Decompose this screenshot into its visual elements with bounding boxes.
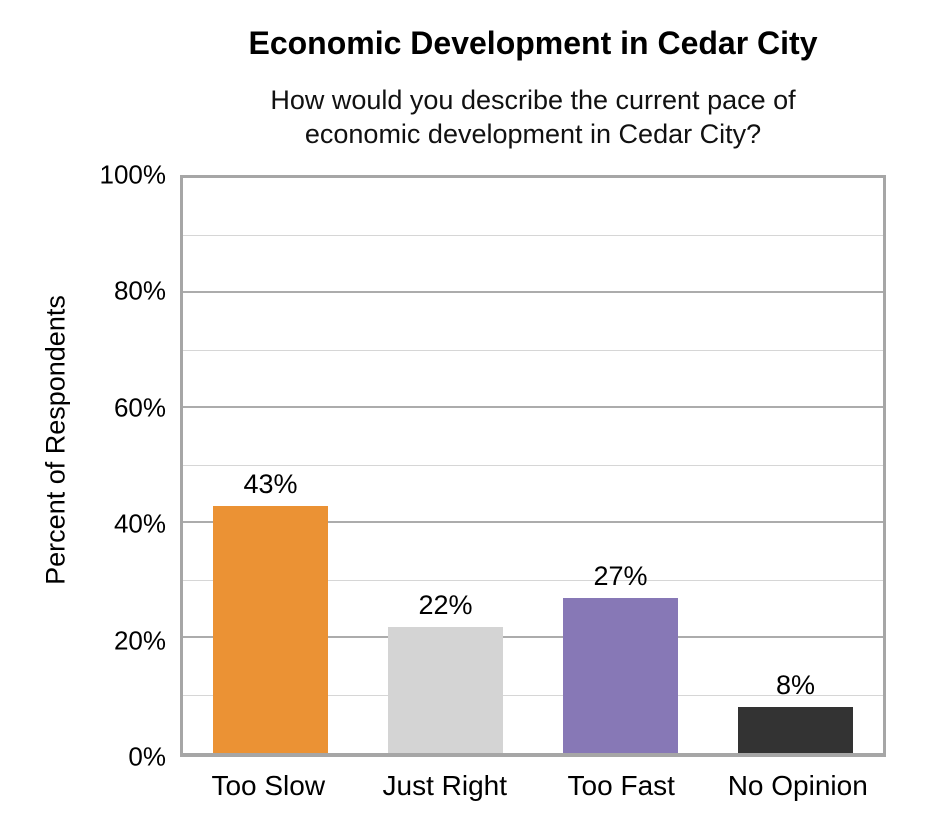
bar-no-opinion: 8% (737, 670, 854, 753)
chart-subtitle: How would you describe the current pace … (180, 84, 886, 152)
gridline-50 (183, 464, 883, 466)
plot-area: 43% 22% 27% 8% (180, 175, 886, 757)
gridline-90 (183, 234, 883, 236)
y-axis-tick-labels: 0% 20% 40% 60% 80% 100% (30, 160, 167, 772)
y-tick-20: 20% (113, 625, 166, 656)
x-label-too-slow: Too Slow (211, 770, 326, 801)
gridline-40 (183, 521, 883, 523)
chart-subtitle-text: How would you describe the current pace … (270, 85, 796, 149)
gridline-60 (183, 406, 883, 408)
gridline-30 (183, 579, 883, 581)
bars-group: 43% 22% 27% 8% (183, 178, 883, 753)
bar-value-label-no-opinion: 8% (775, 670, 816, 700)
bar-value-label-too-fast: 27% (593, 560, 648, 591)
y-tick-40: 40% (113, 508, 166, 539)
bar-too-fast: 27% (562, 561, 679, 753)
gridline-70 (183, 349, 883, 351)
bar-just-right: 22% (387, 590, 504, 753)
bar-slot-too-slow: 43% (183, 178, 358, 753)
gridline-10 (183, 694, 883, 696)
x-label-just-right: Just Right (382, 770, 508, 801)
bar-value-label-just-right: 22% (418, 589, 473, 620)
gridline-80 (183, 291, 883, 293)
x-label-no-opinion: No Opinion (727, 770, 868, 801)
bar-slot-no-opinion: 8% (708, 178, 883, 753)
y-tick-60: 60% (113, 392, 166, 423)
y-tick-100: 100% (99, 159, 167, 190)
bar-value-label-too-slow: 43% (243, 468, 298, 499)
bar-too-slow: 43% (212, 469, 329, 753)
y-tick-0: 0% (128, 741, 166, 772)
bar-slot-just-right: 22% (358, 178, 533, 753)
gridline-20 (183, 636, 883, 638)
y-tick-80: 80% (113, 275, 166, 306)
x-axis-category-labels: Too Slow Just Right Too Fast No Opinion (180, 770, 886, 802)
bar-slot-too-fast: 27% (533, 178, 708, 753)
chart-title: Economic Development in Cedar City (248, 25, 818, 61)
x-label-too-fast: Too Fast (567, 770, 675, 801)
